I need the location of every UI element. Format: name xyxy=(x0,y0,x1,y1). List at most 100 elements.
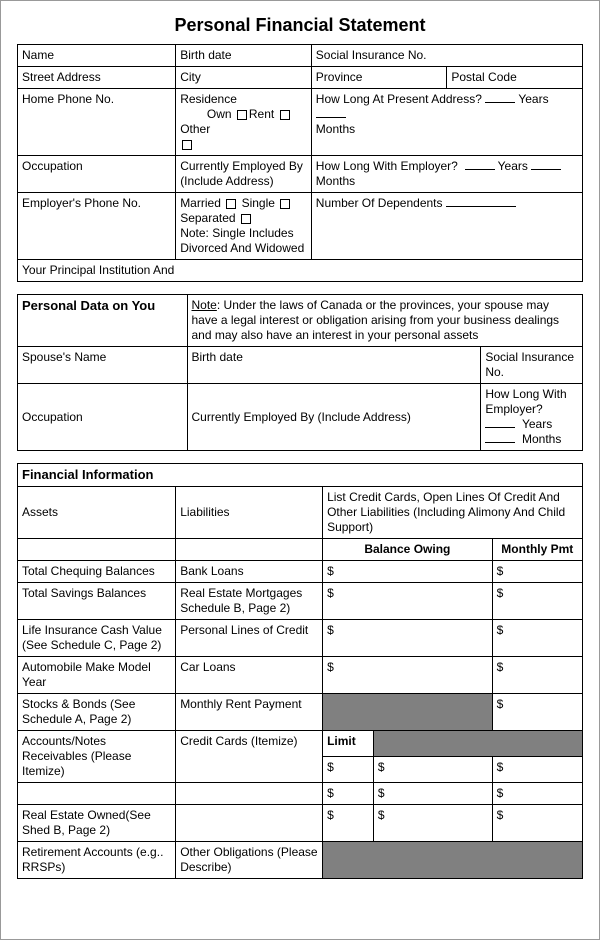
label-rent: Rent xyxy=(249,107,274,121)
bal-2[interactable]: $ xyxy=(323,620,493,657)
label-name: Name xyxy=(18,45,176,67)
label-spouse-employed: Currently Employed By (Include Address) xyxy=(187,384,481,451)
bal-4-gray xyxy=(323,694,493,731)
checkbox-separated[interactable] xyxy=(241,214,251,224)
liab-row-1: Real Estate Mortgages Schedule B, Page 2… xyxy=(176,583,323,620)
label-spouse-birth: Birth date xyxy=(187,347,481,384)
asset-row-4: Stocks & Bonds (See Schedule A, Page 2) xyxy=(18,694,176,731)
asset-row-1: Total Savings Balances xyxy=(18,583,176,620)
cell-marital: Married Single Separated Note: Single In… xyxy=(176,193,312,260)
blank-spouse-months[interactable] xyxy=(485,433,515,443)
pmt-1[interactable]: $ xyxy=(492,583,582,620)
bal-cc-2[interactable]: $ xyxy=(373,805,492,842)
label-balance-owing: Balance Owing xyxy=(323,539,493,561)
label-spouse-occupation: Occupation xyxy=(18,384,188,451)
label-street: Street Address xyxy=(18,67,176,89)
limit-1[interactable]: $ xyxy=(323,783,374,805)
label-single: Single xyxy=(242,196,275,210)
label-other: Other xyxy=(180,122,210,136)
asset-row-3: Automobile Make Model Year xyxy=(18,657,176,694)
pmt-3[interactable]: $ xyxy=(492,657,582,694)
label-months: Months xyxy=(316,122,355,136)
blank-years-emp[interactable] xyxy=(465,160,495,170)
checkbox-rent[interactable] xyxy=(280,110,290,120)
label-employer-phone: Employer's Phone No. xyxy=(18,193,176,260)
label-homephone: Home Phone No. xyxy=(18,89,176,156)
label-spouse-months: Months xyxy=(522,432,561,446)
gray-bottom xyxy=(323,842,583,879)
liab-row-5: Credit Cards (Itemize) xyxy=(176,731,323,783)
label-birth: Birth date xyxy=(176,45,312,67)
label-note-single: Note: Single Includes Divorced And Widow… xyxy=(180,226,304,255)
limit-2[interactable]: $ xyxy=(323,805,374,842)
note-text: : Under the laws of Canada or the provin… xyxy=(192,298,560,342)
label-limit: Limit xyxy=(323,731,374,757)
asset-real-estate: Real Estate Owned(See Shed B, Page 2) xyxy=(18,805,176,842)
liab-row-0: Bank Loans xyxy=(176,561,323,583)
blank-cell xyxy=(18,539,176,561)
label-separated: Separated xyxy=(180,211,235,225)
liab-row-3: Car Loans xyxy=(176,657,323,694)
label-num-dep: Number Of Dependents xyxy=(316,196,443,210)
label-occupation: Occupation xyxy=(18,156,176,193)
checkbox-single[interactable] xyxy=(280,199,290,209)
blank-years-addr[interactable] xyxy=(485,93,515,103)
liab-row-4: Monthly Rent Payment xyxy=(176,694,323,731)
bal-0[interactable]: $ xyxy=(323,561,493,583)
section3-head: Financial Information xyxy=(18,464,583,487)
blank-spouse-years[interactable] xyxy=(485,418,515,428)
cell-spouse-howlong: How Long With Employer? Years Months xyxy=(481,384,583,451)
asset-row-5: Accounts/Notes Receivables (Please Itemi… xyxy=(18,731,176,783)
pmt-cc-2[interactable]: $ xyxy=(492,805,582,842)
pmt-cc-0[interactable]: $ xyxy=(492,757,582,783)
blank-dependents[interactable] xyxy=(446,197,516,207)
label-city: City xyxy=(176,67,312,89)
liab-blank-2 xyxy=(176,805,323,842)
checkbox-residence-extra[interactable] xyxy=(182,140,192,150)
gray-limit xyxy=(373,731,582,757)
bal-3[interactable]: $ xyxy=(323,657,493,694)
label-postal: Postal Code xyxy=(447,67,583,89)
label-married: Married xyxy=(180,196,221,210)
label-sin: Social Insurance No. xyxy=(311,45,582,67)
financial-table: Financial Information Assets Liabilities… xyxy=(17,463,583,879)
liab-blank-1 xyxy=(176,783,323,805)
asset-row-2: Life Insurance Cash Value (See Schedule … xyxy=(18,620,176,657)
cell-dependents: Number Of Dependents xyxy=(311,193,582,260)
label-spouse: Spouse's Name xyxy=(18,347,188,384)
label-years2: Years xyxy=(498,159,528,173)
label-months2: Months xyxy=(316,174,355,188)
pmt-4[interactable]: $ xyxy=(492,694,582,731)
limit-0[interactable]: $ xyxy=(323,757,374,783)
pmt-2[interactable]: $ xyxy=(492,620,582,657)
checkbox-own[interactable] xyxy=(237,110,247,120)
asset-row-0: Total Chequing Balances xyxy=(18,561,176,583)
label-spouse-howlong: How Long With Employer? xyxy=(485,387,566,416)
document-title: Personal Financial Statement xyxy=(17,15,583,36)
cell-residence: Residence Own Rent Other xyxy=(176,89,312,156)
bal-1[interactable]: $ xyxy=(323,583,493,620)
label-spouse-years: Years xyxy=(522,417,552,431)
blank-months-emp[interactable] xyxy=(531,160,561,170)
pmt-0[interactable]: $ xyxy=(492,561,582,583)
label-residence: Residence xyxy=(180,92,237,106)
pmt-cc-1[interactable]: $ xyxy=(492,783,582,805)
asset-rrsp: Retirement Accounts (e.g.. RRSPs) xyxy=(18,842,176,879)
page-container: Personal Financial Statement Name Birth … xyxy=(0,0,600,940)
checkbox-married[interactable] xyxy=(226,199,236,209)
label-own: Own xyxy=(207,107,232,121)
bal-cc-1[interactable]: $ xyxy=(373,783,492,805)
liab-row-2: Personal Lines of Credit xyxy=(176,620,323,657)
personal-info-table: Name Birth date Social Insurance No. Str… xyxy=(17,44,583,282)
section2-head: Personal Data on You xyxy=(18,295,188,347)
label-monthly-pmt: Monthly Pmt xyxy=(492,539,582,561)
label-assets: Assets xyxy=(18,487,176,539)
asset-blank-1 xyxy=(18,783,176,805)
blank-cell2 xyxy=(176,539,323,561)
label-liabilities: Liabilities xyxy=(176,487,323,539)
blank-months-addr[interactable] xyxy=(316,108,346,118)
label-howlong-addr: How Long At Present Address? xyxy=(316,92,482,106)
bal-cc-0[interactable]: $ xyxy=(373,757,492,783)
label-employed: Currently Employed By (Include Address) xyxy=(176,156,312,193)
label-years: Years xyxy=(518,92,548,106)
